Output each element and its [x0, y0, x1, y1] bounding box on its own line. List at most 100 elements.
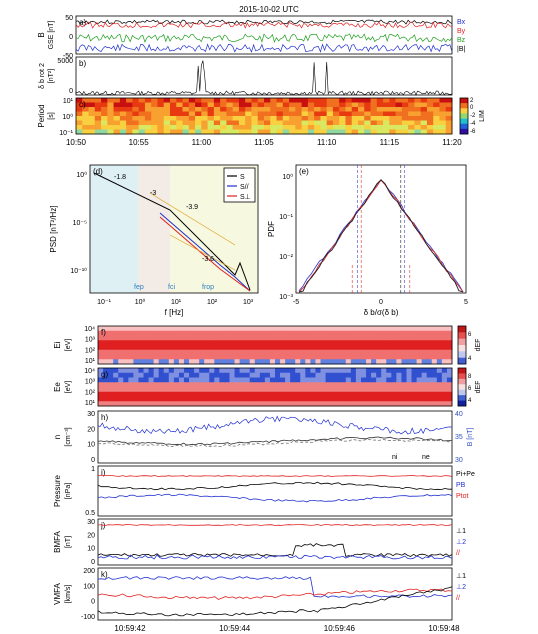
spectro-cell [436, 377, 443, 383]
spectro-cell [163, 120, 171, 126]
spectro-cell [345, 102, 353, 108]
spectro-cell [182, 102, 190, 108]
spectro-cell [143, 401, 150, 407]
spectro-cell [414, 98, 422, 103]
spectro-cell [234, 396, 241, 402]
spectro-cell [285, 401, 291, 407]
spectro-cell [345, 340, 352, 346]
spectro-cell [276, 125, 284, 130]
spectro-cell [314, 116, 321, 121]
delta-b-line [75, 60, 453, 96]
spectro-cell [386, 330, 392, 336]
spectro-cell [103, 382, 109, 388]
spectro-cell [335, 330, 342, 336]
spectro-cell [128, 359, 134, 365]
spectro-cell [244, 372, 251, 378]
spectro-cell [275, 326, 281, 332]
spectro-cell [128, 387, 134, 393]
spectro-cell [441, 387, 448, 393]
spectro-cell [396, 340, 402, 346]
spectro-cell [371, 354, 377, 360]
spectro-cell [416, 368, 423, 374]
spectro-cell [371, 359, 377, 365]
spectro-cell [421, 391, 428, 397]
spectro-cell [408, 120, 415, 126]
spectro-cell [345, 354, 352, 360]
spectro-cell [168, 326, 175, 332]
spectro-cell [290, 401, 296, 407]
spectro-cell [366, 391, 372, 397]
spectro-cell [226, 107, 234, 112]
spectro-cell [325, 326, 332, 332]
spectro-cell [270, 102, 278, 108]
spectro-cell [189, 335, 195, 341]
spectro-cell [396, 382, 402, 388]
panel-f-letter: f) [101, 328, 106, 337]
spectro-cell [325, 359, 332, 365]
spectro-cell [381, 368, 387, 374]
spectro-cell [339, 111, 346, 117]
spectro-cell [254, 377, 261, 383]
spectro-cell [310, 335, 316, 341]
spectro-cell [295, 396, 301, 402]
spectro-cell [282, 116, 290, 121]
spectro-cell [406, 368, 413, 374]
spectro-cell [126, 111, 133, 117]
spectro-cell [103, 396, 109, 402]
spectro-cell [183, 354, 190, 360]
spectro-cell [325, 382, 332, 388]
panel-j-legend: ⊥2 [456, 539, 466, 546]
spectro-cell [143, 330, 150, 336]
spectro-cell [214, 349, 220, 355]
spectro-cell [153, 349, 160, 355]
spectro-cell [416, 382, 423, 388]
spectro-cell [157, 107, 165, 112]
spectro-cell [381, 349, 387, 355]
spectro-cell [310, 396, 316, 402]
spectro-cell [209, 368, 215, 374]
spectro-cell [204, 326, 210, 332]
spectro-cell [157, 125, 165, 130]
spectro-cell [113, 359, 119, 365]
spectro-cell [431, 391, 438, 397]
spectro-cell [411, 396, 418, 402]
psd-legend-label: S [240, 174, 245, 181]
spectro-cell [194, 387, 200, 393]
spectro-cell [408, 102, 415, 108]
spectro-cell [257, 107, 265, 112]
spectro-cell [320, 330, 327, 336]
spectro-cell [441, 382, 448, 388]
spectro-cell [234, 382, 241, 388]
panel-k-yunit: [km/s] [65, 585, 72, 604]
spectro-cell [128, 368, 134, 374]
spectro-cell [264, 107, 271, 112]
spectro-cell [326, 116, 334, 121]
panel-d-xtick: 10⁰ [135, 298, 146, 306]
bz-line [75, 33, 453, 43]
spectro-cell [315, 368, 322, 374]
spectro-cell [339, 116, 346, 121]
spectro-cell [289, 111, 296, 117]
panel-a-ytick: 0 [69, 34, 73, 41]
spectro-cell [290, 359, 296, 365]
spectro-cell [289, 120, 296, 126]
spectro-cell [421, 387, 428, 393]
spectro-cell [76, 102, 83, 108]
spectro-cell [445, 98, 453, 103]
spectro-cell [350, 401, 357, 407]
spectro-cell [332, 116, 340, 121]
spectro-cell [351, 111, 359, 117]
spectro-cell [307, 120, 315, 126]
spectro-cell [108, 368, 114, 374]
spectro-cell [173, 349, 180, 355]
spectro-cell [391, 382, 397, 388]
spectro-cell [123, 345, 129, 351]
spectro-cell [82, 125, 90, 130]
colorbar-c-cell [460, 98, 468, 104]
spectro-cell [101, 129, 108, 135]
panel-k-letter: k) [101, 570, 108, 579]
spectro-cell [126, 98, 133, 103]
spectro-cell [249, 354, 256, 360]
spectro-cell [144, 116, 152, 121]
